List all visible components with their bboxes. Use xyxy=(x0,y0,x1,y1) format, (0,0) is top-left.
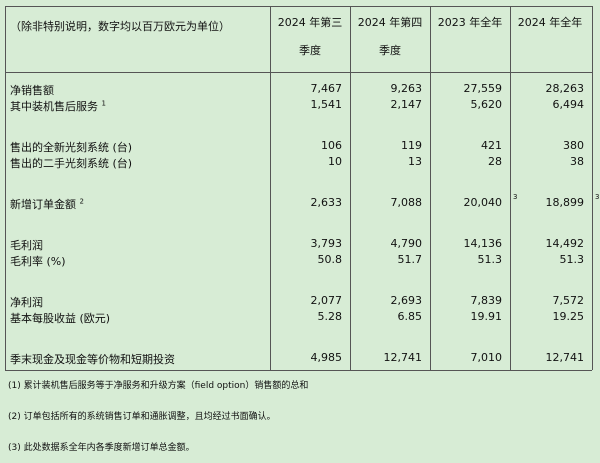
border xyxy=(510,6,511,370)
cell-value: 5,620 xyxy=(470,98,503,111)
column-header: 2024 年第四季度 xyxy=(357,16,423,57)
cell-value: 18,899 xyxy=(545,196,585,209)
cell-value: 2,147 xyxy=(390,98,423,111)
cell-value: 12,741 xyxy=(545,351,585,364)
footnote-ref: 3 xyxy=(595,193,600,201)
border xyxy=(270,6,271,370)
cell-value: 28 xyxy=(488,155,502,168)
cell-value: 19.25 xyxy=(552,310,585,323)
row-label: 新增订单金额 2 xyxy=(10,197,84,211)
cell-value: 6,494 xyxy=(552,98,585,111)
table-caption: （除非特别说明，数字均以百万欧元为单位） xyxy=(10,20,230,33)
cell-value: 119 xyxy=(401,139,422,152)
cell-value: 4,985 xyxy=(310,351,343,364)
cell-value: 2,693 xyxy=(390,294,423,307)
cell-value: 106 xyxy=(321,139,342,152)
cell-value: 38 xyxy=(570,155,584,168)
border xyxy=(5,6,6,370)
cell-value: 14,136 xyxy=(463,237,503,250)
cell-value: 7,572 xyxy=(552,294,585,307)
row-label: 毛利润 xyxy=(10,239,43,252)
cell-value: 2,077 xyxy=(310,294,343,307)
row-label: 售出的全新光刻系统 (台) xyxy=(10,141,133,154)
cell-value: 2,633 xyxy=(310,196,343,209)
border xyxy=(592,6,593,370)
cell-value: 7,088 xyxy=(390,196,423,209)
border xyxy=(5,72,592,73)
footnote: (3) 此处数据系全年内各季度新增订单总金额。 xyxy=(8,443,195,453)
row-label: 其中装机售后服务 1 xyxy=(10,99,106,113)
cell-value: 1,541 xyxy=(310,98,343,111)
cell-value: 5.28 xyxy=(317,310,343,323)
footnote: (1) 累计装机售后服务等于净服务和升级方案（field option）销售额的… xyxy=(8,381,309,391)
footnote-ref: 2 xyxy=(79,197,84,206)
footnote: (2) 订单包括所有的系统销售订单和通胀调整，且均经过书面确认。 xyxy=(8,412,276,422)
cell-value: 7,010 xyxy=(470,351,503,364)
column-header: 2024 年全年 xyxy=(517,16,583,29)
cell-value: 7,467 xyxy=(310,82,343,95)
border xyxy=(350,6,351,370)
cell-value: 20,040 xyxy=(463,196,503,209)
cell-value: 51.3 xyxy=(477,253,503,266)
cell-value: 12,741 xyxy=(383,351,423,364)
row-label: 季末现金及现金等价物和短期投资 xyxy=(10,353,175,366)
cell-value: 19.91 xyxy=(470,310,503,323)
cell-value: 27,559 xyxy=(463,82,503,95)
row-label: 毛利率 (%) xyxy=(10,255,66,268)
footnote-ref: 1 xyxy=(101,99,106,108)
border xyxy=(5,370,592,371)
cell-value: 51.7 xyxy=(397,253,423,266)
column-header: 2024 年第三季度 xyxy=(277,16,343,57)
cell-value: 28,263 xyxy=(545,82,585,95)
cell-value: 380 xyxy=(563,139,584,152)
cell-value: 51.3 xyxy=(559,253,585,266)
cell-value: 6.85 xyxy=(397,310,423,323)
border xyxy=(430,6,431,370)
row-label: 基本每股收益 (欧元) xyxy=(10,312,111,325)
cell-value: 3,793 xyxy=(310,237,343,250)
row-label: 净销售额 xyxy=(10,84,54,97)
cell-value: 50.8 xyxy=(317,253,343,266)
cell-value: 10 xyxy=(328,155,342,168)
cell-value: 13 xyxy=(408,155,422,168)
row-label: 净利润 xyxy=(10,296,43,309)
cell-value: 14,492 xyxy=(545,237,585,250)
cell-value: 7,839 xyxy=(470,294,503,307)
footnote-ref: 3 xyxy=(513,193,518,201)
border xyxy=(5,6,592,7)
cell-value: 421 xyxy=(481,139,502,152)
row-label: 售出的二手光刻系统 (台) xyxy=(10,157,133,170)
cell-value: 4,790 xyxy=(390,237,423,250)
column-header: 2023 年全年 xyxy=(437,16,503,29)
cell-value: 9,263 xyxy=(390,82,423,95)
